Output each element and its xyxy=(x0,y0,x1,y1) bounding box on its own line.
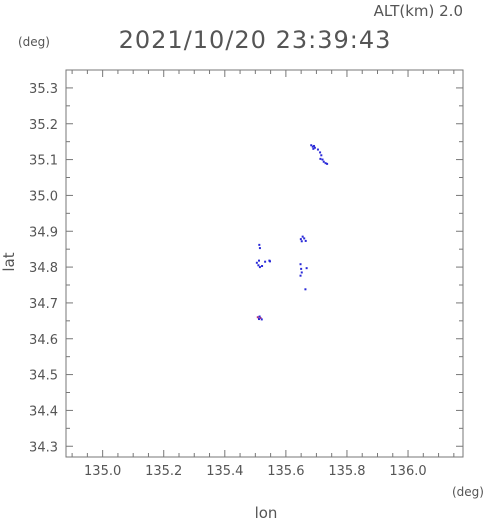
data-point xyxy=(258,247,261,250)
x-tick-label: 135.8 xyxy=(328,464,365,479)
data-point xyxy=(300,267,303,270)
data-point xyxy=(299,238,302,241)
y-tick-label: 35.2 xyxy=(29,118,58,133)
axis-ticks xyxy=(66,69,463,457)
axis-tick-labels: 135.0 135.2 135.4 135.6 135.8 136.0 34.3 34.4 34… xyxy=(29,82,427,479)
y-axis-unit: (deg) xyxy=(18,35,50,49)
data-point xyxy=(258,318,261,321)
data-point xyxy=(304,239,307,242)
y-tick-label: 34.9 xyxy=(29,225,58,240)
data-point xyxy=(255,261,258,264)
data-point xyxy=(261,265,264,268)
x-tick-label: 135.2 xyxy=(145,464,182,479)
data-point xyxy=(268,260,271,263)
data-point xyxy=(319,157,322,160)
x-tick-label: 135.6 xyxy=(267,464,304,479)
chart-title: 2021/10/20 23:39:43 xyxy=(119,26,392,54)
x-axis-label: lon xyxy=(255,504,278,521)
y-tick-label: 34.6 xyxy=(29,333,58,348)
y-tick-label: 34.7 xyxy=(29,297,58,312)
data-point xyxy=(303,237,306,240)
data-point xyxy=(326,162,329,165)
data-point xyxy=(304,288,307,291)
data-point xyxy=(264,260,267,263)
data-point xyxy=(320,154,323,157)
x-axis-unit: (deg) xyxy=(452,485,484,499)
data-point xyxy=(322,160,325,163)
x-tick-label: 135.4 xyxy=(206,464,243,479)
data-points xyxy=(255,144,329,321)
y-tick-label: 35.1 xyxy=(29,154,58,169)
data-point xyxy=(312,147,315,150)
data-point xyxy=(259,316,262,319)
y-tick-label: 34.3 xyxy=(29,440,58,455)
data-point xyxy=(256,316,259,319)
data-point xyxy=(316,148,319,151)
data-point xyxy=(313,146,316,149)
y-axis-label: lat xyxy=(0,252,18,271)
y-tick-label: 35.3 xyxy=(29,82,58,97)
data-point xyxy=(257,264,260,267)
data-point xyxy=(300,271,303,274)
altitude-label: ALT(km) 2.0 xyxy=(374,2,463,20)
data-point xyxy=(305,267,308,270)
data-point xyxy=(310,144,313,147)
data-point xyxy=(311,145,314,148)
data-point xyxy=(258,259,261,262)
data-point xyxy=(319,151,322,154)
data-point xyxy=(299,274,302,277)
y-tick-label: 34.8 xyxy=(29,261,58,276)
y-tick-label: 34.5 xyxy=(29,369,58,384)
data-point xyxy=(260,318,263,321)
plot-area-frame xyxy=(65,69,464,458)
data-point xyxy=(321,158,324,161)
x-tick-label: 136.0 xyxy=(389,464,426,479)
data-point xyxy=(299,263,302,266)
y-tick-label: 35.0 xyxy=(29,189,58,204)
data-point xyxy=(301,235,304,238)
data-point xyxy=(300,240,303,243)
x-tick-label: 135.0 xyxy=(84,464,121,479)
data-point xyxy=(312,144,315,147)
y-tick-label: 34.4 xyxy=(29,404,58,419)
data-point xyxy=(324,162,327,165)
data-point xyxy=(258,315,261,318)
data-point xyxy=(258,243,261,246)
data-point xyxy=(258,266,261,269)
